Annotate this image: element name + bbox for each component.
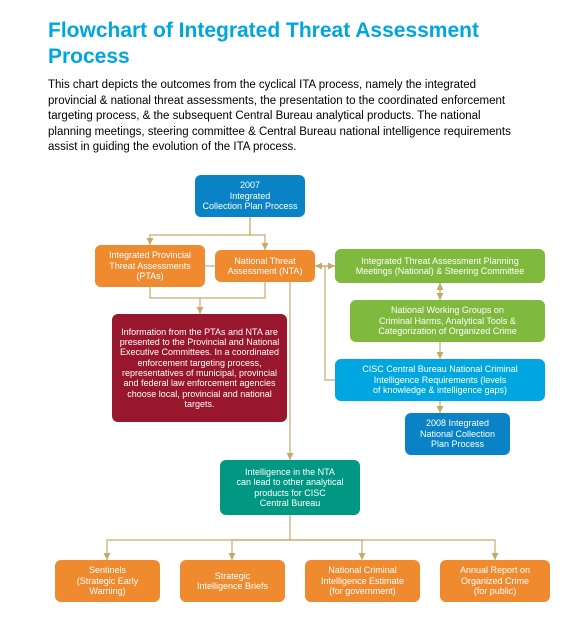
flow-node-annual: Annual Report on Organized Crime (for pu… bbox=[440, 560, 550, 602]
flow-node-meetings: Integrated Threat Assessment Planning Me… bbox=[335, 249, 545, 283]
flow-node-intelnta: Intelligence in the NTA can lead to othe… bbox=[220, 460, 360, 515]
flow-node-ncie: National Criminal Intelligence Estimate … bbox=[305, 560, 420, 602]
flow-edge bbox=[150, 287, 200, 314]
flow-edge bbox=[290, 540, 362, 560]
flow-node-ptanta: Information from the PTAs and NTA are pr… bbox=[112, 314, 287, 422]
flow-edge bbox=[290, 540, 495, 560]
flow-edge bbox=[325, 266, 335, 380]
flow-edge bbox=[250, 217, 265, 250]
flow-edge bbox=[232, 540, 290, 560]
flow-node-cisc: CISC Central Bureau National Criminal In… bbox=[335, 359, 545, 401]
flow-node-plan2008: 2008 Integrated National Collection Plan… bbox=[405, 413, 510, 455]
flow-node-briefs: Strategic Intelligence Briefs bbox=[180, 560, 285, 602]
flow-node-nta: National Threat Assessment (NTA) bbox=[215, 250, 315, 282]
flow-node-ptas: Integrated Provincial Threat Assessments… bbox=[95, 245, 205, 287]
flow-edge bbox=[150, 217, 250, 245]
flow-edge bbox=[107, 540, 290, 560]
flow-node-wg: National Working Groups on Criminal Harm… bbox=[350, 300, 545, 342]
flow-edge bbox=[200, 282, 265, 298]
flow-node-sentinels: Sentinels (Strategic Early Warning) bbox=[55, 560, 160, 602]
flow-node-plan2007: 2007 Integrated Collection Plan Process bbox=[195, 175, 305, 217]
